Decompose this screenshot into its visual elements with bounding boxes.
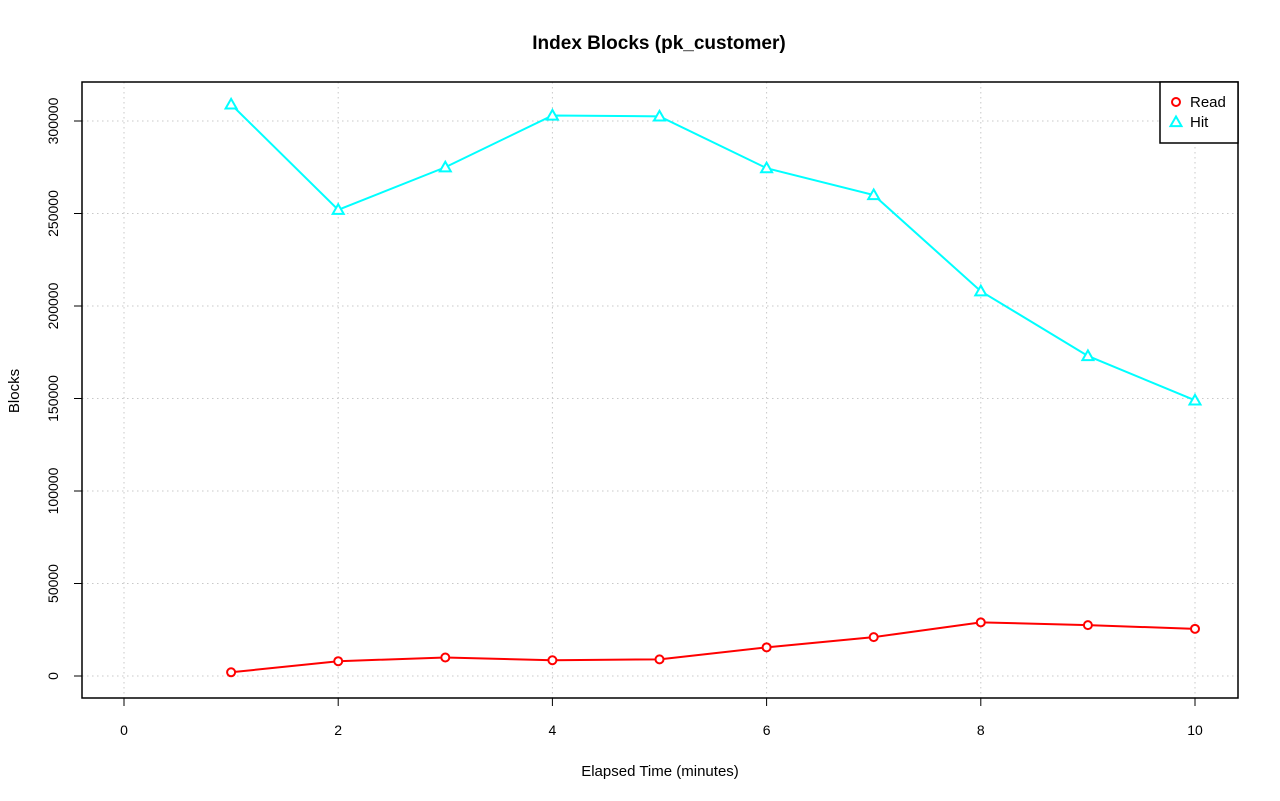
legend-marker-hit: [1168, 114, 1184, 128]
data-point-hit: [866, 187, 881, 201]
series-line-read: [230, 621, 1196, 674]
legend-label-hit: Hit: [1190, 114, 1209, 131]
data-point-read: [1082, 620, 1093, 631]
data-point-read: [1190, 623, 1200, 634]
data-point-read: [761, 642, 772, 653]
grid-lines: [82, 82, 1238, 698]
data-point-hit: [1187, 392, 1203, 406]
x-tick-label: 4: [549, 722, 557, 738]
y-tick-label: 250000: [45, 190, 61, 237]
y-tick-label: 150000: [45, 375, 61, 422]
data-point-read: [440, 652, 451, 663]
y-tick-label: 50000: [45, 564, 61, 603]
legend-marker-read: [1171, 97, 1181, 107]
y-tick-label: 300000: [45, 97, 61, 144]
data-point-read: [975, 617, 986, 628]
x-axis-label: Elapsed Time (minutes): [581, 763, 739, 780]
series-hit: [223, 96, 1203, 406]
y-tick-label: 200000: [45, 282, 61, 329]
series-group: [223, 96, 1203, 678]
series-read: [226, 617, 1200, 678]
legend-label-read: Read: [1190, 94, 1226, 111]
y-tick-label: 0: [45, 672, 61, 680]
data-point-read: [547, 655, 558, 666]
plot-frame: [81, 81, 1239, 699]
data-point-read: [868, 632, 879, 643]
data-point-hit: [545, 107, 560, 121]
x-tick-label: 10: [1187, 722, 1203, 738]
chart-title: Index Blocks (pk_customer): [532, 33, 785, 54]
data-point-hit: [330, 202, 346, 215]
data-point-hit: [438, 159, 453, 173]
data-point-hit: [652, 108, 667, 122]
data-point-read: [654, 654, 665, 665]
data-point-hit: [973, 283, 989, 297]
series-line-hit: [230, 103, 1196, 402]
x-axis: 0 2 4 6 8 10: [120, 697, 1203, 738]
x-tick-label: 8: [977, 722, 985, 738]
data-point-read: [226, 667, 237, 678]
data-point-hit: [1080, 348, 1096, 362]
legend: Read Hit: [1159, 81, 1239, 144]
x-tick-label: 0: [120, 722, 128, 738]
data-point-read: [333, 656, 344, 667]
data-point-hit: [223, 96, 239, 110]
legend-box: [1159, 81, 1239, 144]
y-axis: 0 50000 100000 150000 200000 250000 300000: [45, 97, 83, 680]
data-point-hit: [759, 160, 774, 174]
y-axis-label: Blocks: [6, 369, 23, 413]
x-tick-label: 2: [334, 722, 342, 738]
y-tick-label: 100000: [45, 467, 61, 514]
x-tick-label: 6: [763, 722, 771, 738]
